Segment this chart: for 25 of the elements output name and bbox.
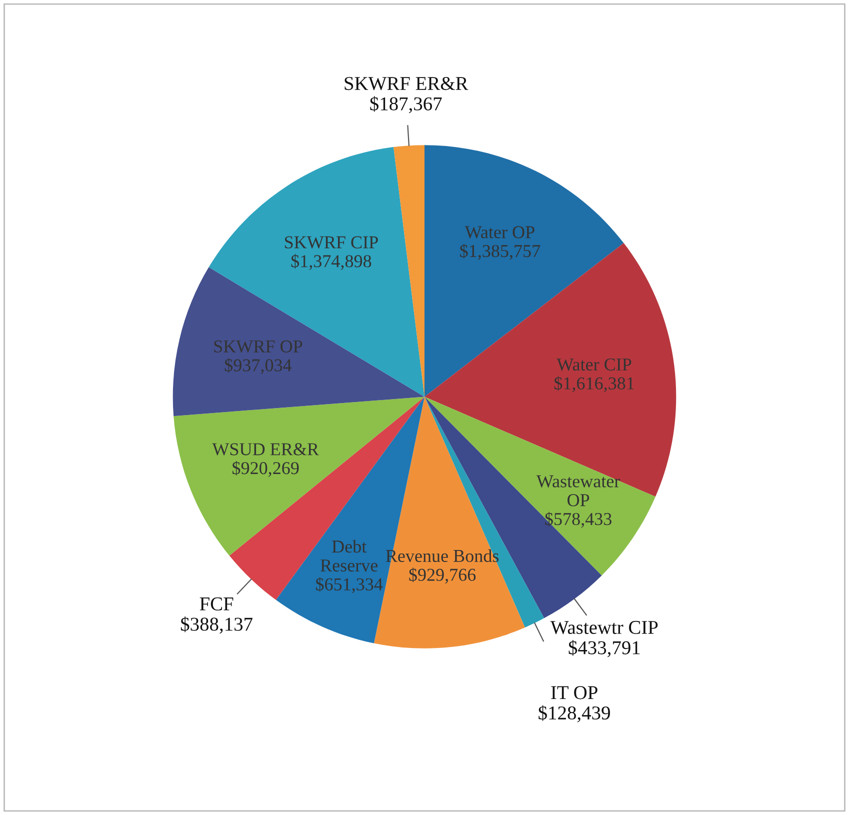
data-label: $1,616,381: [554, 376, 634, 392]
pie-slice: [394, 145, 424, 397]
slice-label: SKWRF OP: [214, 340, 302, 353]
data-label: $388,137: [180, 616, 252, 634]
slice-label: WSUD ER&R: [212, 443, 319, 456]
slice-label: IT OP: [551, 686, 598, 700]
slice-label: Water OP: [464, 226, 534, 238]
slice-label: FCF: [200, 597, 234, 610]
slice-label: Wastewater OP: [536, 475, 620, 506]
data-label: $433,791: [568, 640, 640, 658]
slice-label: Wastewtr CIP: [550, 620, 658, 634]
slice-label: Debt Reserve: [320, 540, 378, 572]
data-label: $128,439: [538, 705, 610, 722]
pie-slice: [208, 147, 424, 397]
data-label: $1,374,898: [291, 254, 372, 270]
data-label: $187,367: [370, 96, 442, 114]
slice-label: SKWRF ER&R: [344, 76, 468, 90]
data-label: $920,269: [232, 460, 299, 477]
data-label: $1,385,757: [460, 244, 540, 260]
slice-label: Water CIP: [556, 358, 632, 371]
data-label: $651,334: [316, 577, 383, 594]
data-label: $578,433: [545, 512, 612, 528]
slice-label: SKWRF CIP: [284, 236, 378, 249]
data-label: $929,766: [409, 568, 476, 584]
data-label: $937,034: [224, 358, 292, 374]
